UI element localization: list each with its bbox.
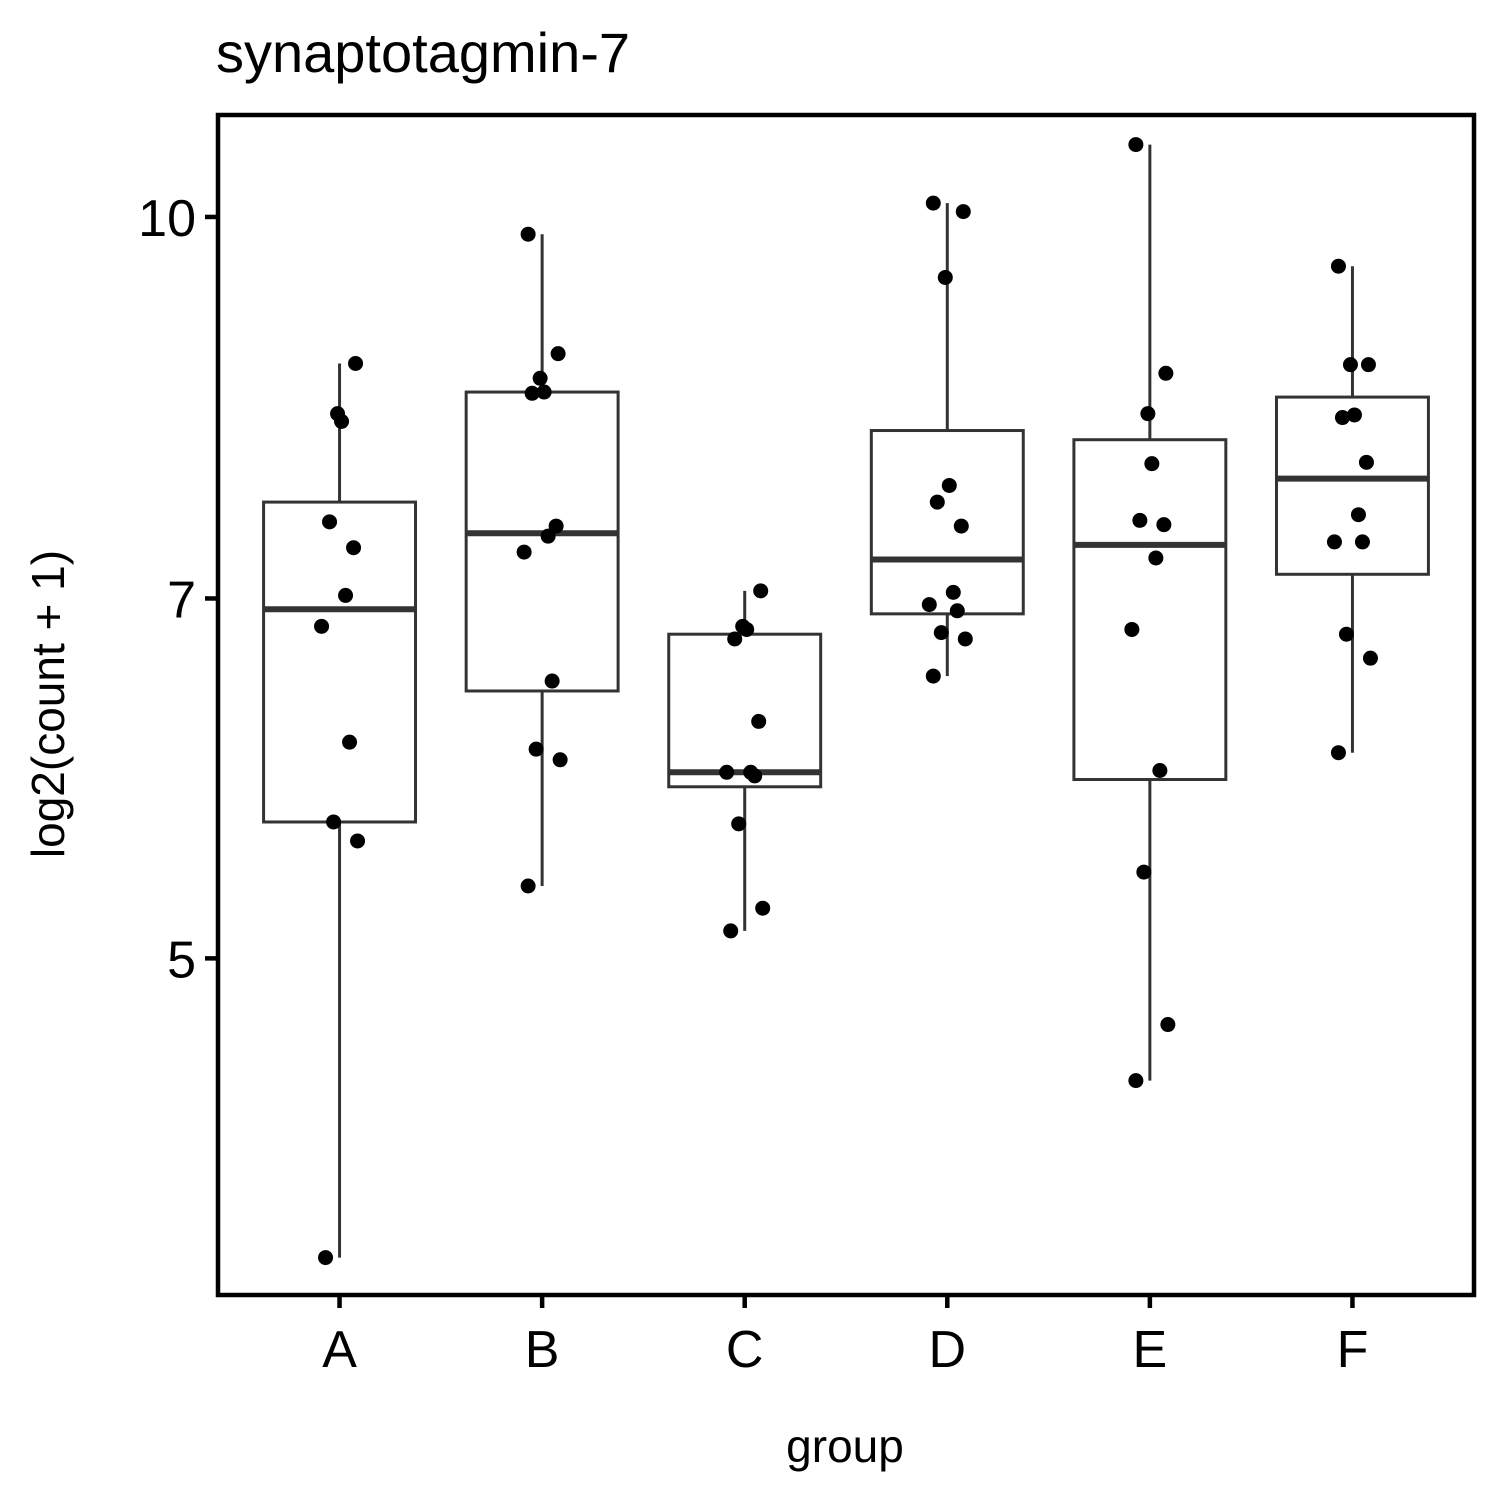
point-f-9: [1346, 407, 1362, 423]
panel-border: [215, 112, 1477, 1298]
point-e-7: [1156, 517, 1172, 533]
point-d-5: [921, 597, 937, 613]
box-d: [869, 429, 1025, 616]
point-d-1: [925, 668, 941, 684]
point-c-2: [755, 900, 771, 916]
point-a-2: [350, 833, 366, 849]
point-e-11: [1158, 365, 1174, 381]
point-b-12: [520, 226, 536, 242]
point-c-7: [751, 713, 767, 729]
point-f-1: [1330, 745, 1346, 761]
point-f-4: [1354, 534, 1370, 550]
point-c-1: [723, 923, 739, 939]
point-e-2: [1160, 1017, 1176, 1033]
point-b-9: [536, 384, 552, 400]
y-tick-label-7: 7: [167, 571, 196, 629]
point-e-5: [1124, 621, 1140, 637]
point-a-4: [342, 734, 358, 750]
point-b-2: [552, 752, 568, 768]
point-e-12: [1128, 137, 1144, 153]
point-b-5: [516, 544, 532, 560]
point-c-8: [727, 631, 743, 647]
point-d-11: [955, 204, 971, 220]
x-tick-label-b: B: [525, 1321, 560, 1379]
point-c-5: [719, 764, 735, 780]
point-f-11: [1360, 357, 1376, 373]
box-b: [464, 390, 620, 693]
point-e-9: [1144, 456, 1160, 472]
point-a-11: [348, 355, 364, 371]
point-f-2: [1362, 650, 1378, 666]
x-axis-title: group: [786, 1420, 904, 1472]
point-c-6: [743, 764, 759, 780]
point-f-5: [1326, 534, 1342, 550]
box-a: [262, 500, 418, 824]
box-c: [667, 632, 823, 789]
point-b-8: [524, 385, 540, 401]
point-a-1: [318, 1250, 334, 1266]
point-d-9: [941, 477, 957, 493]
point-f-3: [1338, 626, 1354, 642]
point-a-10: [330, 406, 346, 422]
point-d-8: [929, 494, 945, 510]
point-f-7: [1358, 454, 1374, 470]
point-a-8: [322, 514, 338, 530]
y-tick-label-5: 5: [167, 931, 196, 989]
point-e-10: [1140, 406, 1156, 422]
point-b-3: [528, 741, 544, 757]
point-b-6: [540, 528, 556, 544]
point-d-7: [953, 518, 969, 534]
point-d-4: [949, 603, 965, 619]
point-e-4: [1152, 763, 1168, 779]
x-tick-label-e: E: [1133, 1321, 1168, 1379]
x-tick-label-a: A: [322, 1321, 357, 1379]
point-f-10: [1342, 357, 1358, 373]
point-e-1: [1128, 1073, 1144, 1089]
point-b-1: [520, 878, 536, 894]
point-f-12: [1330, 258, 1346, 274]
point-f-6: [1350, 507, 1366, 523]
point-b-10: [532, 370, 548, 386]
point-a-6: [338, 587, 354, 603]
chart-title: synaptotagmin-7: [216, 21, 630, 84]
point-f-8: [1334, 410, 1350, 426]
x-tick-label-c: C: [726, 1321, 764, 1379]
point-a-7: [346, 540, 362, 556]
y-tick-label-10: 10: [138, 190, 196, 248]
plot-area: 5 7 10 A B C D E F: [138, 112, 1477, 1379]
point-b-7: [548, 518, 564, 534]
point-b-11: [550, 346, 566, 362]
box-e: [1072, 438, 1228, 782]
point-d-12: [925, 195, 941, 211]
x-tick-label-d: D: [929, 1321, 967, 1379]
point-e-8: [1132, 512, 1148, 528]
point-d-3: [933, 625, 949, 641]
y-axis-title: log2(count + 1): [22, 550, 74, 858]
x-tick-label-f: F: [1337, 1321, 1369, 1379]
point-d-6: [945, 584, 961, 600]
point-e-3: [1136, 864, 1152, 880]
point-a-3: [326, 814, 342, 830]
point-b-4: [544, 673, 560, 689]
point-e-6: [1148, 550, 1164, 566]
point-d-10: [937, 269, 953, 285]
point-c-3: [731, 816, 747, 832]
point-c-10: [735, 618, 751, 634]
point-a-5: [314, 618, 330, 634]
box-f: [1274, 395, 1430, 576]
point-d-2: [957, 631, 973, 647]
point-c-11: [753, 583, 769, 599]
